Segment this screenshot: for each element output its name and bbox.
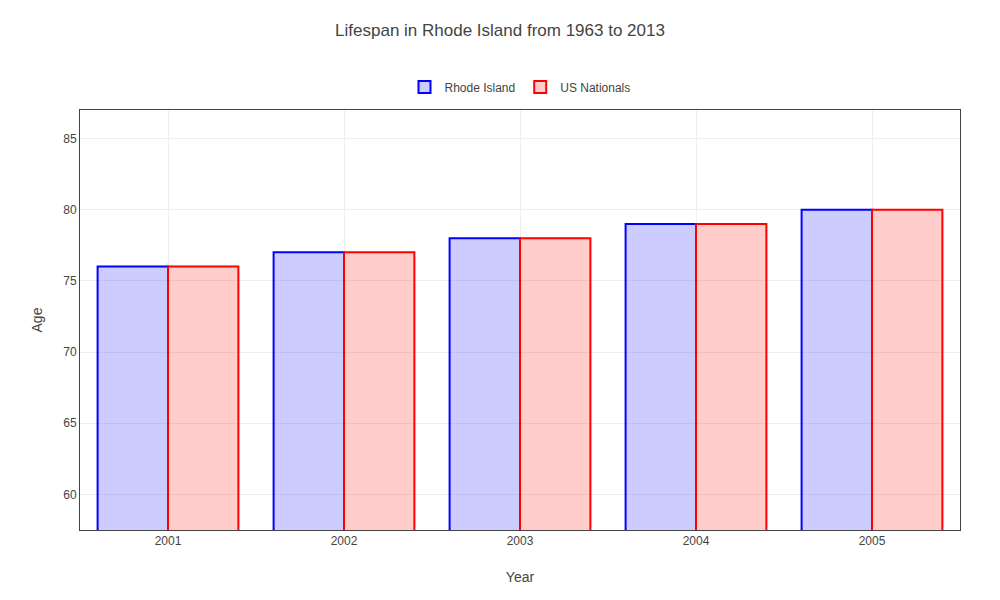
svg-text:65: 65 — [63, 416, 77, 430]
svg-text:2005: 2005 — [859, 534, 886, 548]
svg-text:2002: 2002 — [331, 534, 358, 548]
svg-text:75: 75 — [63, 274, 77, 288]
svg-text:Age: Age — [29, 307, 45, 332]
svg-text:85: 85 — [63, 132, 77, 146]
svg-text:80: 80 — [63, 203, 77, 217]
svg-text:60: 60 — [63, 488, 77, 502]
svg-text:Lifespan in Rhode Island from: Lifespan in Rhode Island from 1963 to 20… — [335, 21, 665, 40]
svg-text:Year: Year — [506, 569, 535, 585]
svg-text:70: 70 — [63, 345, 77, 359]
svg-text:US Nationals: US Nationals — [560, 81, 630, 95]
svg-text:2001: 2001 — [155, 534, 182, 548]
svg-text:Rhode Island: Rhode Island — [445, 81, 516, 95]
svg-text:2003: 2003 — [507, 534, 534, 548]
svg-text:2004: 2004 — [683, 534, 710, 548]
